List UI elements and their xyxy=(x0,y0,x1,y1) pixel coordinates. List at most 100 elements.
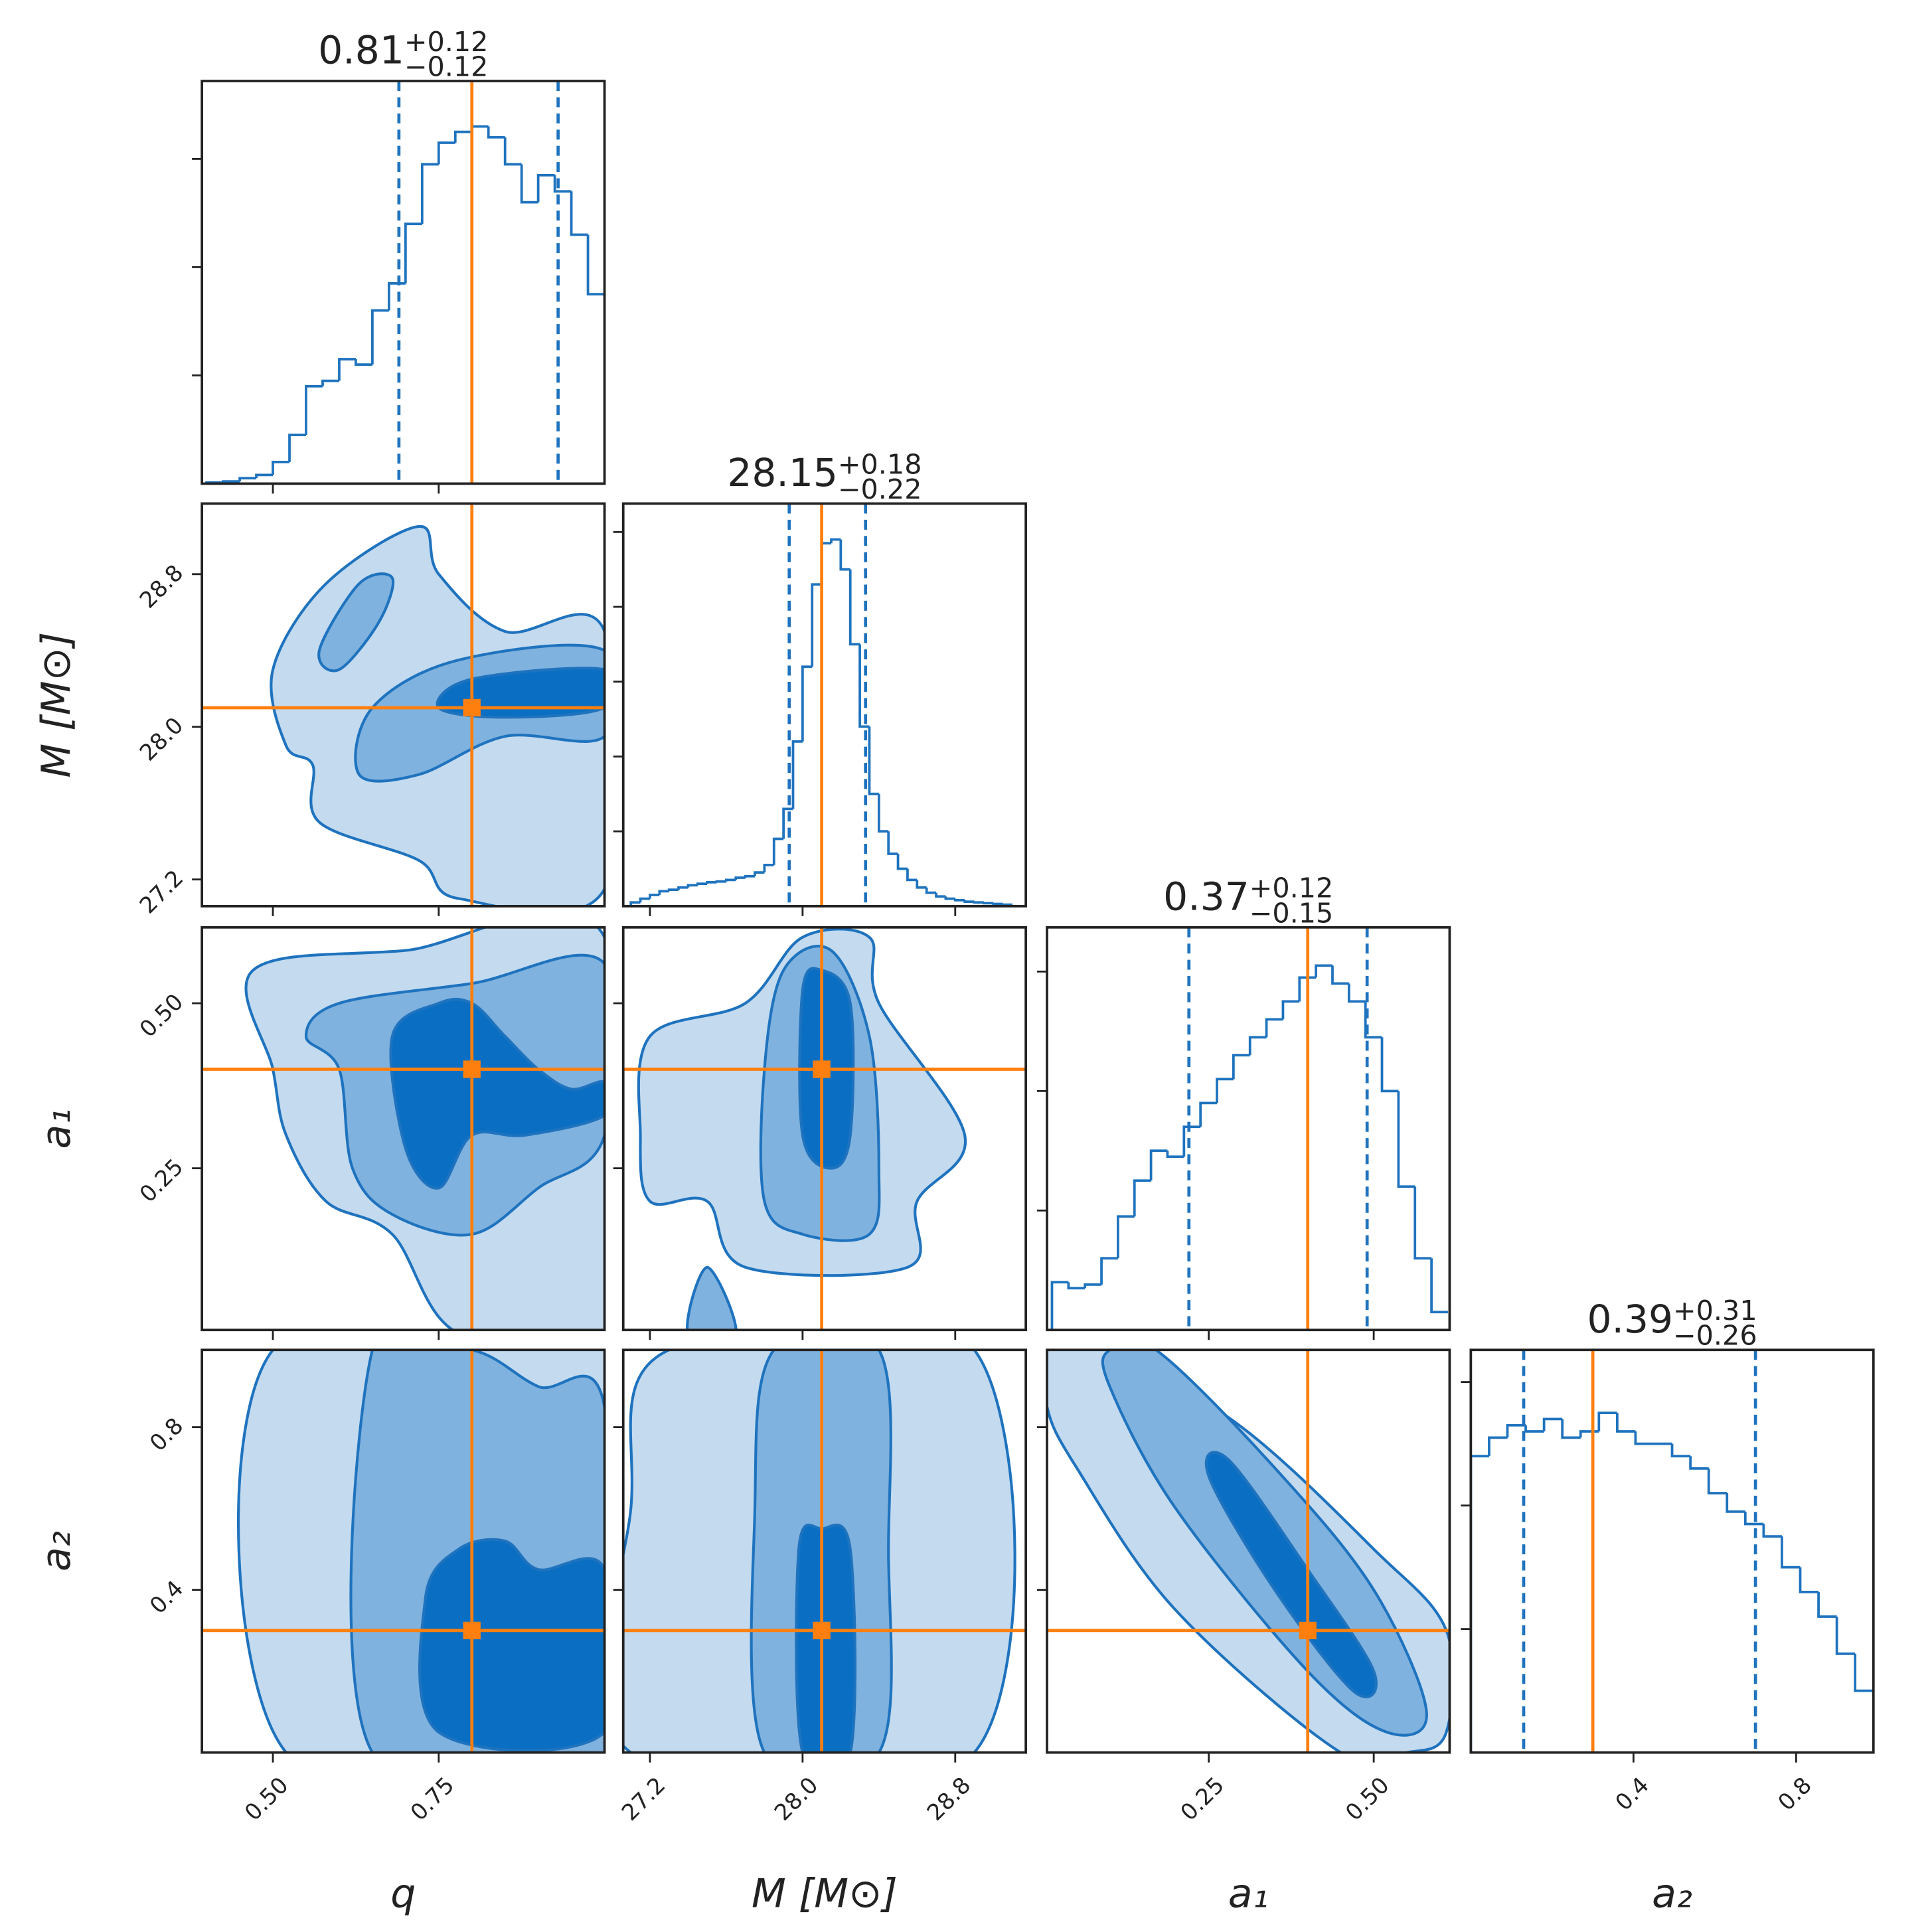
panel-clip xyxy=(202,503,605,906)
x-tick-label: 0.4 xyxy=(1610,1772,1654,1816)
histogram-step xyxy=(1315,964,1332,978)
truth-marker xyxy=(463,1621,481,1640)
panel-frame xyxy=(201,502,606,908)
histogram-step xyxy=(1067,1282,1086,1290)
y-tick-label: 0.8 xyxy=(145,1413,189,1457)
histogram-step xyxy=(953,898,965,902)
histogram-step xyxy=(1232,1054,1250,1080)
title-value: 0.39 xyxy=(1587,1297,1673,1342)
histogram-step xyxy=(536,173,555,202)
histogram-step xyxy=(1506,1423,1526,1438)
histogram-step xyxy=(1199,1101,1218,1127)
histogram-step xyxy=(639,897,650,903)
histogram-step xyxy=(925,887,937,894)
histogram-step xyxy=(1743,1511,1764,1526)
panel-clip xyxy=(623,1350,1026,1753)
histogram-step xyxy=(1579,1430,1599,1438)
histogram-step xyxy=(1347,983,1366,1003)
panel-clip xyxy=(1471,1350,1874,1753)
histogram-step xyxy=(906,868,918,882)
histogram-step xyxy=(371,309,389,365)
histogram-step xyxy=(1117,1215,1135,1259)
x-tick-label: 27.2 xyxy=(617,1772,671,1826)
histogram-step xyxy=(1166,1151,1184,1159)
panel-clip xyxy=(202,1350,605,1753)
histogram-step xyxy=(801,665,813,742)
histogram-step xyxy=(453,130,472,143)
contour xyxy=(418,1538,605,1753)
panel-frame xyxy=(1046,1348,1451,1754)
panel-clip xyxy=(1047,1350,1450,1753)
histogram-step xyxy=(1001,903,1012,906)
panel-frame xyxy=(621,502,1027,908)
histogram-step xyxy=(1726,1493,1745,1513)
histogram-step xyxy=(706,880,717,884)
panel-clip xyxy=(202,927,605,1330)
histogram-step xyxy=(305,384,323,436)
title-plus: +0.12 xyxy=(404,26,489,58)
histogram-step xyxy=(887,831,898,855)
panel-title: 0.81+0.12 −0.12 xyxy=(318,26,488,83)
histogram-step xyxy=(629,901,641,906)
y-axis-label: a₁ xyxy=(33,1109,80,1149)
x-tick-label: 0.8 xyxy=(1773,1772,1817,1816)
panel-frame xyxy=(201,1348,606,1754)
histogram-step xyxy=(734,876,746,880)
histogram-step xyxy=(1298,976,1317,1002)
histogram-step xyxy=(1216,1078,1234,1103)
y-tick-label: 28.0 xyxy=(135,712,189,766)
histogram-step xyxy=(754,871,765,876)
histogram-step xyxy=(992,902,1003,906)
histogram-step xyxy=(222,480,240,483)
histogram-step xyxy=(1561,1419,1581,1439)
histogram-step xyxy=(791,740,803,809)
histogram-step xyxy=(1397,1091,1415,1188)
histogram-step xyxy=(255,473,274,479)
histogram-step xyxy=(983,902,994,905)
panel-frame xyxy=(201,926,606,1332)
y-tick-label: 0.4 xyxy=(145,1575,189,1619)
title-plus: +0.31 xyxy=(1673,1295,1757,1327)
contour xyxy=(795,1523,857,1753)
histogram-step xyxy=(935,892,946,898)
x-axis-label: a₁ xyxy=(1228,1870,1269,1917)
histogram-step xyxy=(763,864,774,873)
panel-clip xyxy=(629,503,1012,906)
title-value: 28.15 xyxy=(727,450,838,495)
histogram-step xyxy=(677,886,688,890)
x-tick-label: 0.25 xyxy=(1176,1772,1230,1826)
truth-marker xyxy=(813,1060,831,1078)
histogram-step xyxy=(1762,1524,1782,1538)
histogram-step xyxy=(868,726,879,795)
histogram-step xyxy=(586,234,605,296)
histogram-step xyxy=(470,125,489,132)
histogram-step xyxy=(744,874,756,878)
truth-marker xyxy=(1299,1621,1317,1640)
truth-marker xyxy=(813,1621,831,1640)
histogram-step xyxy=(1413,1186,1432,1260)
histogram-step xyxy=(811,583,822,667)
histogram-step xyxy=(858,644,870,728)
x-tick-label: 0.50 xyxy=(1340,1772,1394,1826)
x-tick-label: 0.50 xyxy=(240,1772,293,1826)
panel-frame xyxy=(1469,1348,1875,1754)
contour xyxy=(317,572,394,673)
panel-title: 0.37+0.12 −0.15 xyxy=(1163,872,1333,929)
x-axis-label: q xyxy=(390,1870,416,1917)
panel-frame xyxy=(621,926,1027,1332)
histogram-step xyxy=(916,880,927,889)
x-tick-label: 28.8 xyxy=(922,1772,976,1826)
histogram-step xyxy=(503,137,522,166)
x-tick-label: 28.0 xyxy=(769,1772,823,1826)
x-tick-label: 0.75 xyxy=(406,1772,459,1826)
title-minus: −0.26 xyxy=(1673,1320,1757,1352)
histogram-step xyxy=(1471,1455,1489,1753)
x-axis-label: a₂ xyxy=(1652,1870,1692,1917)
histogram-step xyxy=(321,379,339,386)
histogram-step xyxy=(1084,1283,1102,1289)
histogram-step xyxy=(1050,1281,1069,1330)
histogram-step xyxy=(782,807,793,839)
histogram-step xyxy=(1835,1617,1856,1655)
